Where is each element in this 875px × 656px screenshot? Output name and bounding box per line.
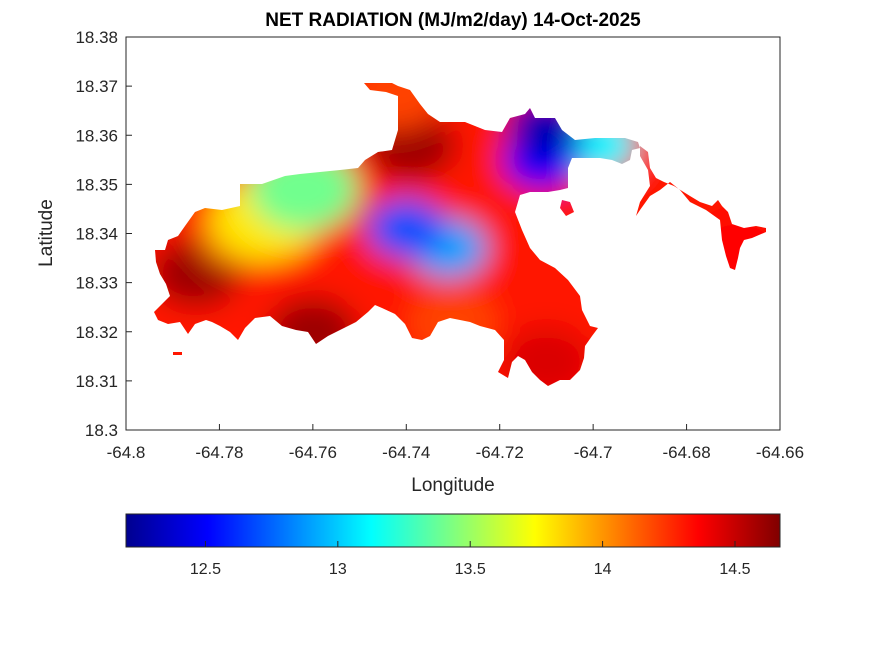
colorbar-tick-label: 13.5 — [455, 561, 486, 578]
x-tick-label: -64.7 — [574, 443, 613, 462]
colorbar-tick-label: 14 — [594, 561, 612, 578]
x-tick-label: -64.74 — [382, 443, 430, 462]
y-tick-label: 18.31 — [75, 372, 118, 391]
x-axis: -64.8 -64.78 -64.76 -64.74 -64.72 -64.7 -64.68… — [107, 424, 804, 462]
field-feature-central-low — [367, 198, 446, 259]
colorbar-tick-label: 12.5 — [190, 561, 221, 578]
y-axis: 18.3 18.31 18.32 18.33 18.34 18.35 18.36 18.37 1… — [75, 28, 132, 440]
x-tick-label: -64.76 — [289, 443, 337, 462]
colorbar-tick-label: 13 — [329, 561, 347, 578]
chart-title: NET RADIATION (MJ/m2/day) 14-Oct-2025 — [265, 10, 641, 31]
y-tick-label: 18.34 — [75, 225, 118, 244]
colorbar-tick-label: 14.5 — [719, 561, 750, 578]
colorbar — [125, 513, 781, 548]
y-tick-label: 18.32 — [75, 323, 118, 342]
x-tick-label: -64.68 — [662, 443, 710, 462]
x-tick-label: -64.72 — [476, 443, 524, 462]
x-tick-label: -64.8 — [107, 443, 146, 462]
y-axis-label: Latitude — [36, 199, 57, 267]
y-tick-label: 18.37 — [75, 77, 118, 96]
y-tick-label: 18.33 — [75, 274, 118, 293]
y-tick-label: 18.35 — [75, 175, 118, 194]
y-tick-label: 18.36 — [75, 126, 118, 145]
x-tick-label: -64.78 — [195, 443, 243, 462]
x-tick-label: -64.66 — [756, 443, 804, 462]
x-axis-label: Longitude — [411, 475, 494, 496]
colorbar-ticks: 12.5 13 13.5 14 14.5 — [190, 541, 751, 578]
y-tick-label: 18.3 — [85, 421, 118, 440]
y-tick-label: 18.38 — [75, 28, 118, 47]
